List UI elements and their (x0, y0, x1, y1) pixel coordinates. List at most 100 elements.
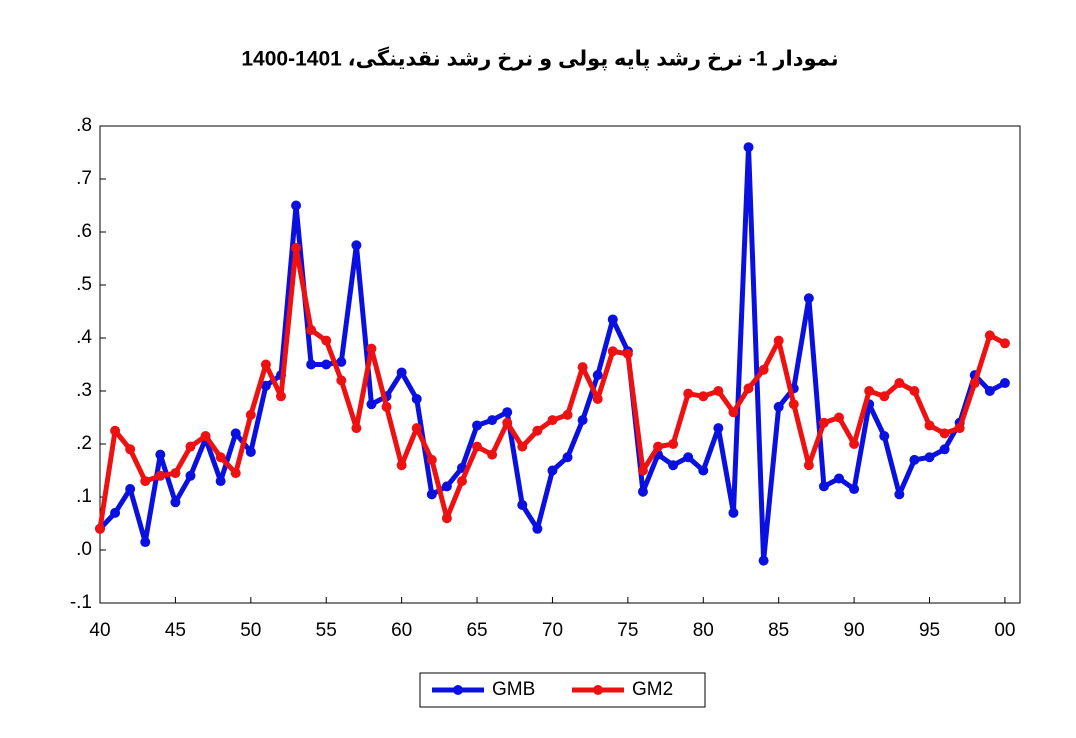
y-tick-label: .6 (76, 221, 92, 242)
point (472, 441, 483, 452)
point (818, 417, 829, 428)
point (502, 407, 513, 418)
point (125, 444, 136, 455)
point (803, 293, 814, 304)
y-tick-label: .3 (76, 380, 92, 401)
point (668, 439, 679, 449)
point (215, 452, 226, 463)
plot-frame (99, 125, 1021, 604)
legend-label: GMB (492, 679, 535, 700)
point (999, 378, 1010, 389)
point (683, 388, 694, 399)
y-tick-label: -.1 (70, 592, 92, 613)
point (683, 452, 694, 463)
point (668, 460, 679, 471)
point (999, 338, 1010, 349)
legend-label: GM2 (632, 679, 673, 700)
point (291, 242, 302, 253)
point (713, 423, 724, 434)
legend-marker (593, 685, 603, 695)
point (366, 343, 377, 354)
point (140, 476, 151, 487)
point (336, 356, 347, 367)
x-tick-label: 90 (844, 620, 865, 641)
point (351, 240, 362, 251)
point (713, 386, 724, 396)
point (291, 200, 302, 211)
point (834, 412, 845, 423)
point (984, 386, 995, 396)
y-tick-label: .5 (76, 274, 92, 295)
point (592, 370, 603, 381)
point (245, 409, 256, 420)
x-tick-label: 60 (391, 620, 412, 641)
point (743, 142, 754, 153)
point (728, 507, 739, 518)
point (818, 481, 829, 492)
point (275, 391, 286, 402)
point (773, 401, 784, 412)
point (185, 470, 196, 481)
point (502, 417, 513, 428)
point (185, 441, 196, 452)
point (939, 428, 950, 439)
y-tick-label: .8 (76, 115, 92, 136)
point (547, 465, 558, 476)
point (758, 364, 769, 375)
x-tick-label: 00 (994, 620, 1015, 641)
point (170, 468, 181, 479)
point (306, 325, 317, 336)
point (743, 383, 754, 394)
point (909, 386, 920, 396)
point (803, 460, 814, 471)
point (562, 409, 573, 420)
point (487, 415, 498, 426)
point (622, 348, 633, 359)
point (894, 489, 905, 500)
point (336, 375, 347, 386)
point (441, 513, 452, 524)
point (758, 555, 769, 566)
point (260, 359, 271, 370)
point (155, 470, 166, 481)
point (230, 428, 241, 439)
point (321, 359, 332, 370)
y-tick-label: .0 (76, 539, 92, 560)
point (924, 452, 935, 463)
point (547, 415, 558, 426)
point (924, 420, 935, 431)
x-tick-label: 70 (542, 620, 563, 641)
x-tick-label: 55 (316, 620, 337, 641)
point (200, 431, 211, 442)
x-tick-label: 95 (919, 620, 940, 641)
point (110, 425, 121, 436)
point (653, 441, 664, 452)
point (426, 454, 437, 465)
point (95, 523, 105, 534)
point (426, 489, 437, 500)
point (939, 444, 950, 455)
chart-title: نمودار 1- نرخ رشد پایه پولی و نرخ رشد نق… (241, 46, 838, 71)
point (894, 378, 905, 389)
x-tick-label: 85 (768, 620, 789, 641)
legend-marker (453, 685, 463, 695)
y-tick-label: .4 (76, 327, 92, 348)
point (381, 401, 392, 412)
point (864, 386, 875, 396)
point (532, 523, 543, 534)
point (879, 431, 890, 442)
point (592, 393, 603, 404)
point (969, 378, 980, 389)
point (728, 407, 739, 418)
point (773, 335, 784, 346)
point (984, 330, 995, 341)
point (140, 537, 151, 548)
point (366, 399, 377, 410)
point (788, 399, 799, 410)
point (215, 476, 226, 487)
point (607, 314, 618, 325)
point (849, 439, 860, 449)
point (456, 476, 467, 487)
x-tick-label: 65 (466, 620, 487, 641)
point (562, 452, 573, 463)
